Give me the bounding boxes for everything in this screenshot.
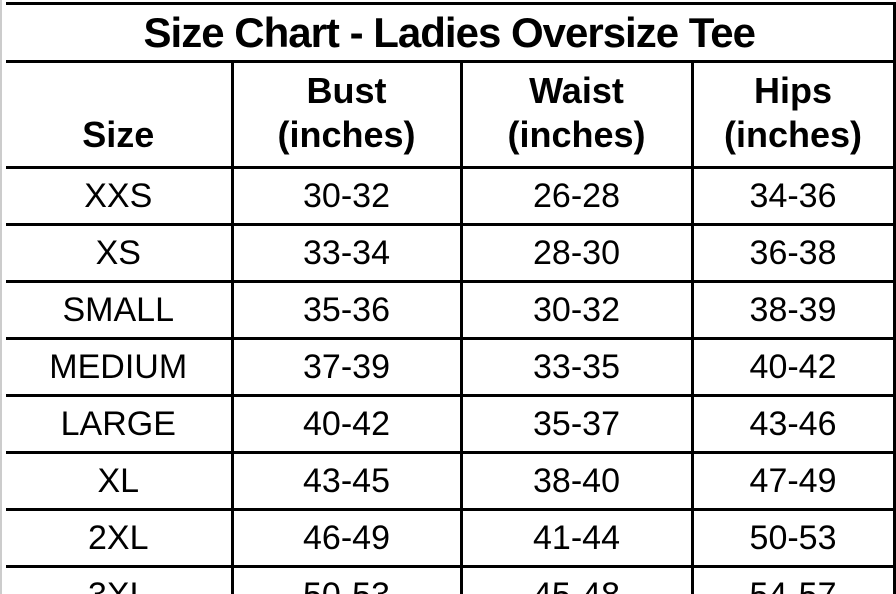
waist-cell: 38-40 (459, 451, 694, 511)
column-header-waist: Waist (inches) (459, 60, 694, 169)
column-header-hips: Hips (inches) (690, 60, 896, 169)
bust-cell: 33-34 (230, 223, 463, 283)
bust-cell: 50-53 (230, 565, 463, 594)
hips-cell: 34-36 (690, 166, 896, 226)
size-cell: 3XL (6, 565, 234, 594)
table-row: SMALL 35-36 30-32 38-39 (6, 280, 896, 340)
waist-cell: 30-32 (459, 280, 694, 340)
size-cell: MEDIUM (6, 337, 234, 397)
waist-cell: 26-28 (459, 166, 694, 226)
table-row: XS 33-34 28-30 36-38 (6, 223, 896, 283)
table-row: 3XL 50-53 45-48 54-57 (6, 565, 896, 594)
hips-cell: 36-38 (690, 223, 896, 283)
table-row: MEDIUM 37-39 33-35 40-42 (6, 337, 896, 397)
column-header-label: Size (82, 114, 155, 156)
column-header-size: Size (6, 60, 234, 169)
column-header-unit: (inches) (507, 114, 646, 156)
column-header-unit: (inches) (724, 114, 863, 156)
waist-cell: 28-30 (459, 223, 694, 283)
column-header-unit: (inches) (277, 114, 416, 156)
hips-cell: 54-57 (690, 565, 896, 594)
size-cell: 2XL (6, 508, 234, 568)
size-chart-table: Size Chart - Ladies Oversize Tee Size Bu… (6, 2, 896, 594)
size-cell: XXS (6, 166, 234, 226)
bust-cell: 37-39 (230, 337, 463, 397)
table-row: LARGE 40-42 35-37 43-46 (6, 394, 896, 454)
hips-cell: 43-46 (690, 394, 896, 454)
waist-cell: 35-37 (459, 394, 694, 454)
bust-cell: 40-42 (230, 394, 463, 454)
bust-cell: 46-49 (230, 508, 463, 568)
size-cell: SMALL (6, 280, 234, 340)
size-cell: LARGE (6, 394, 234, 454)
column-header-label: Bust (306, 70, 387, 112)
bust-cell: 30-32 (230, 166, 463, 226)
column-header-bust: Bust (inches) (230, 60, 463, 169)
hips-cell: 47-49 (690, 451, 896, 511)
waist-cell: 45-48 (459, 565, 694, 594)
bust-cell: 35-36 (230, 280, 463, 340)
waist-cell: 33-35 (459, 337, 694, 397)
waist-cell: 41-44 (459, 508, 694, 568)
size-chart-title: Size Chart - Ladies Oversize Tee (6, 2, 896, 63)
table-row: 2XL 46-49 41-44 50-53 (6, 508, 896, 568)
title-row: Size Chart - Ladies Oversize Tee (6, 2, 896, 63)
hips-cell: 40-42 (690, 337, 896, 397)
hips-cell: 50-53 (690, 508, 896, 568)
column-header-label: Waist (529, 70, 624, 112)
bust-cell: 43-45 (230, 451, 463, 511)
column-header-label: Hips (754, 70, 833, 112)
table-row: XXS 30-32 26-28 34-36 (6, 166, 896, 226)
size-cell: XS (6, 223, 234, 283)
page-edge-divider (0, 0, 2, 594)
hips-cell: 38-39 (690, 280, 896, 340)
size-cell: XL (6, 451, 234, 511)
table-row: XL 43-45 38-40 47-49 (6, 451, 896, 511)
header-row: Size Bust (inches) Waist (inches) Hips (… (6, 60, 896, 169)
